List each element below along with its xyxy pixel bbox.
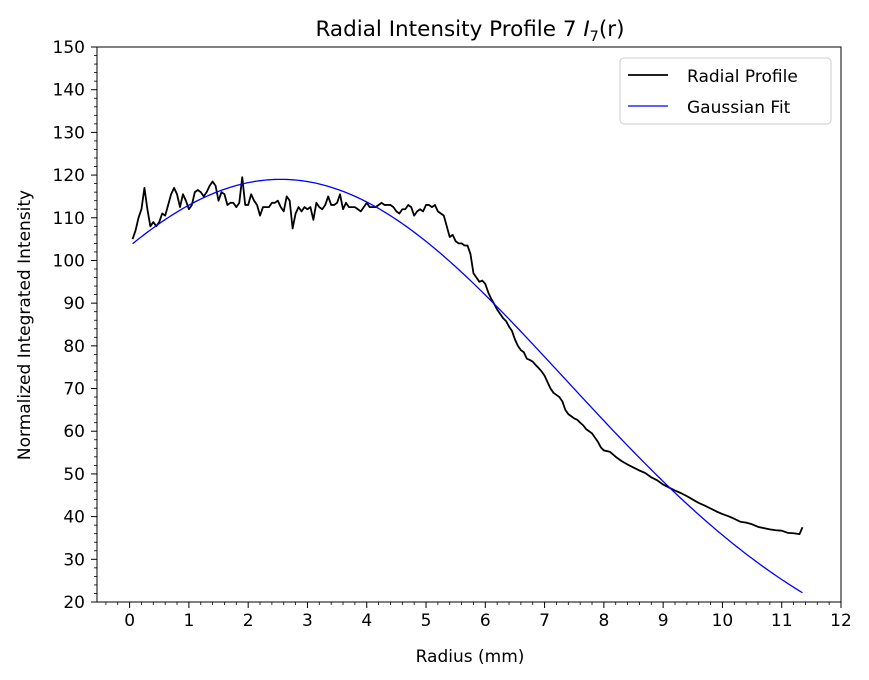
y-tick-label: 20 [63,593,85,613]
y-tick-label: 100 [53,251,85,271]
chart-title-math-sub: 7 [590,29,599,45]
x-tick-label: 10 [712,611,734,631]
legend-label-radial-profile: Radial Profile [687,67,798,87]
chart-title-text: Radial Intensity Profile 7 [315,17,583,42]
x-tick-label: 6 [480,611,491,631]
y-tick-label: 30 [63,550,85,570]
x-tick-label: 3 [302,611,313,631]
y-tick-label: 60 [63,422,85,442]
x-tick-label: 8 [598,611,609,631]
x-tick-label: 0 [124,611,135,631]
y-tick-label: 120 [53,166,85,186]
y-tick-label: 40 [63,508,85,528]
legend-box [619,57,832,125]
y-axis-ticks: 20 30 40 50 60 70 80 90 100 110 120 130 140 150 [53,38,97,613]
y-tick-label: 50 [63,465,85,485]
y-tick-label: 90 [63,294,85,314]
y-tick-label: 130 [53,123,85,143]
plot-area [96,46,842,603]
x-tick-label: 12 [830,611,852,631]
series-line-gaussian-fit [132,178,803,594]
y-tick-label: 80 [63,337,85,357]
plot-frame [96,46,842,603]
x-tick-label: 7 [539,611,550,631]
series-line-radial-profile [131,176,804,536]
chart-title-math-base: I [583,17,589,42]
chart-title: Radial Intensity Profile 7 I7(r) [315,17,624,45]
y-tick-label: 150 [53,38,85,58]
x-tick-label: 2 [243,611,254,631]
x-tick-label: 5 [421,611,432,631]
x-tick-label: 4 [361,611,372,631]
x-axis-ticks: 0 1 2 3 4 5 6 7 8 9 10 11 12 [105,602,852,631]
x-tick-label: 9 [658,611,669,631]
x-tick-label: 1 [183,611,194,631]
y-tick-label: 110 [53,209,85,229]
x-tick-label: 11 [771,611,793,631]
y-axis-label: Normalized Integrated Intensity [15,190,35,460]
legend: Radial Profile Gaussian Fit [619,57,832,125]
y-tick-label: 70 [63,380,85,400]
x-axis-label: Radius (mm) [416,647,525,667]
series-layer [131,176,804,594]
y-tick-label: 140 [53,81,85,101]
chart-title-math-arg: (r) [599,17,625,42]
legend-label-gaussian-fit: Gaussian Fit [687,98,791,118]
